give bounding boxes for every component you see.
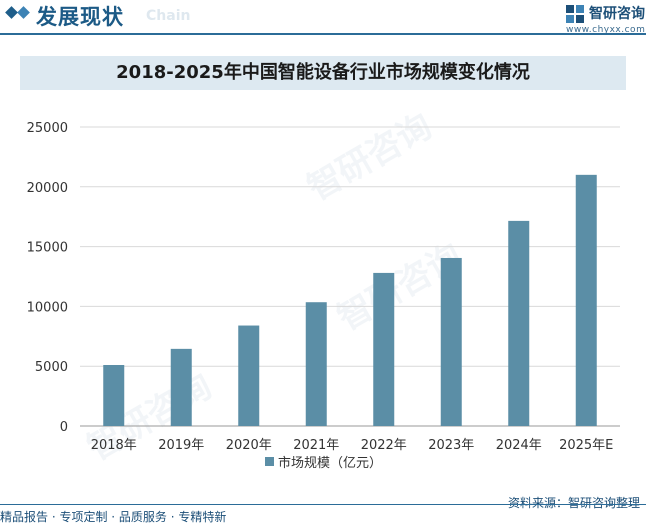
x-tick-label: 2022年: [361, 438, 407, 453]
bar: [103, 365, 125, 426]
x-tick-label: 2021年: [293, 438, 339, 453]
brand-url: www.chyxx.com: [566, 25, 646, 35]
x-tick-label: 2019年: [158, 438, 204, 453]
bar: [508, 220, 530, 426]
legend-swatch: [265, 457, 274, 466]
y-tick-label: 10000: [27, 300, 68, 315]
y-tick-label: 15000: [27, 241, 68, 256]
y-tick-label: 5000: [35, 360, 68, 375]
x-tick-label: 2024年: [496, 438, 542, 453]
header: 发展现状 Chain 智研咨询 www.chyxx.com: [0, 0, 646, 40]
x-tick-label: 2020年: [226, 438, 272, 453]
header-divider: [0, 33, 646, 35]
source-note: 资料来源：智研咨询整理: [507, 496, 640, 510]
brand-logo-icon: [566, 5, 584, 23]
chart-title-bar: 2018-2025年中国智能设备行业市场规模变化情况: [20, 56, 626, 90]
bar: [305, 302, 327, 426]
x-tick-label: 2023年: [428, 438, 474, 453]
bar-chart: 0 5000 10000 15000 20000 25000 2018年 2019年 2020年…: [27, 121, 620, 471]
brand-name: 智研咨询: [589, 6, 645, 22]
y-tick-label: 25000: [27, 121, 68, 136]
y-tick-label: 20000: [27, 181, 68, 196]
footer-tagline: 精品报告 · 专项定制 · 品质服务 · 专精特新: [0, 510, 227, 524]
bar: [373, 272, 395, 426]
legend-label: 市场规模（亿元）: [278, 455, 382, 471]
bar: [170, 348, 192, 426]
bar: [238, 325, 260, 426]
x-tick-label: 2018年: [91, 438, 137, 453]
bar: [440, 257, 462, 426]
footer-divider: [0, 504, 646, 505]
section-title: 发展现状: [36, 5, 124, 29]
bar: [575, 174, 597, 426]
chart-title: 2018-2025年中国智能设备行业市场规模变化情况: [116, 62, 530, 83]
diamond-icon: [5, 6, 18, 19]
diamond-icon: [17, 6, 30, 19]
y-tick-label: 0: [60, 420, 68, 435]
x-tick-label: 2025年E: [559, 438, 613, 453]
section-subtitle: Chain: [146, 8, 191, 24]
